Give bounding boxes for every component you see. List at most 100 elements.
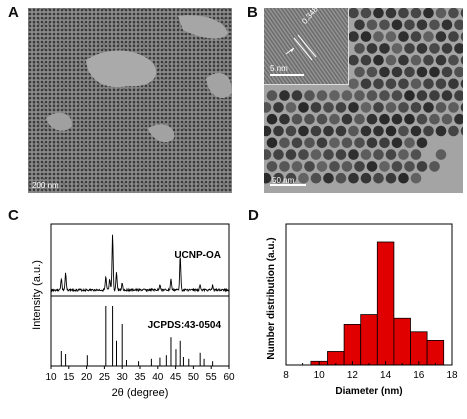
tem-image-a-texture (28, 8, 232, 193)
nanoparticle (410, 172, 422, 184)
nanoparticle (329, 161, 340, 172)
series-label-jcpds: JCPDS:43-0504 (148, 320, 222, 331)
nanoparticle (360, 54, 372, 66)
nanoparticle (435, 149, 447, 160)
nanoparticle (435, 125, 447, 137)
nanoparticle (360, 125, 372, 137)
nanoparticle (404, 161, 415, 172)
nanoparticle (391, 113, 403, 125)
nanoparticle (416, 43, 428, 54)
nanoparticle (373, 125, 384, 137)
histogram-bar (360, 314, 378, 366)
nanoparticle (348, 102, 359, 113)
nanoparticle (266, 90, 278, 101)
histogram-x-ticks: 8 10 12 14 16 18 (283, 361, 458, 381)
lattice-fringes (264, 8, 348, 84)
xrd-tick-label: 25 (99, 372, 111, 383)
xrd-tick-label: 55 (206, 372, 218, 383)
nanoparticle (460, 79, 463, 89)
xrd-tick-label: 50 (188, 372, 200, 383)
nanoparticle (435, 31, 447, 42)
nanoparticle (373, 78, 384, 90)
nanoparticle (373, 172, 384, 184)
nanoparticle (304, 113, 315, 125)
nanoparticle (373, 31, 384, 42)
nanoparticle (385, 78, 397, 90)
nanoparticle (398, 149, 409, 160)
nanoparticle (366, 90, 378, 101)
nanoparticle (291, 90, 303, 101)
nanoparticle (335, 125, 347, 137)
nanoparticle (279, 113, 290, 125)
nanoparticle (379, 43, 390, 54)
nanoparticle (348, 78, 359, 90)
nanoparticle (460, 32, 463, 41)
panel-letter-a: A (8, 4, 19, 21)
xrd-plot-frame (50, 223, 230, 367)
panel-letter-c: C (8, 207, 19, 224)
nanoparticle (379, 90, 390, 101)
nanoparticle (410, 149, 422, 160)
nanoparticle (448, 125, 459, 137)
inset-scale-bar (270, 74, 304, 76)
nanoparticle (404, 43, 415, 54)
nanoparticle (348, 54, 359, 66)
nanoparticle (360, 149, 372, 160)
histogram-bar (343, 324, 362, 366)
nanoparticle (366, 137, 378, 149)
nanoparticle (323, 102, 334, 113)
nanoparticle (298, 172, 309, 184)
nanoparticle (366, 66, 378, 78)
nanoparticle (264, 125, 272, 137)
nanoparticle (454, 90, 463, 101)
nanoparticle (454, 113, 463, 125)
nanoparticle (385, 54, 397, 66)
xrd-tick-label: 30 (117, 372, 129, 383)
nanoparticle (335, 172, 347, 184)
nanoparticle (366, 161, 378, 172)
nanoparticle (354, 113, 365, 125)
nanoparticle (335, 102, 347, 113)
xrd-y-axis-label: Intensity (a.u.) (31, 260, 43, 330)
nanoparticle (391, 137, 403, 149)
histogram-tick-label: 14 (380, 370, 392, 381)
tem-image-b: 0.348 nm 5 nm 50 nm (264, 8, 463, 193)
nanoparticle (304, 161, 315, 172)
panel-letter-d: D (248, 207, 259, 224)
nanoparticle (441, 90, 453, 101)
nanoparticle (435, 8, 447, 19)
nanoparticle (410, 125, 422, 137)
nanoparticle (373, 102, 384, 113)
nanoparticle (404, 90, 415, 101)
nanoparticle (391, 161, 403, 172)
nanoparticle (264, 149, 272, 160)
nanoparticle (379, 161, 390, 172)
nanoparticle (404, 66, 415, 78)
nanoparticle (329, 137, 340, 149)
reference-sticks (60, 306, 214, 366)
nanoparticle (416, 19, 428, 31)
nanoparticle (398, 172, 409, 184)
nanoparticle (423, 102, 434, 113)
nanoparticle (310, 149, 322, 160)
histogram-bar (393, 317, 411, 366)
nanoparticle (341, 161, 353, 172)
nanoparticle (354, 161, 365, 172)
nanoparticle (285, 102, 297, 113)
nanoparticle (441, 66, 453, 78)
panel-letter-b: B (247, 4, 258, 21)
nanoparticle (391, 43, 403, 54)
scale-label-b: 50 nm (272, 176, 295, 185)
nanoparticle (279, 161, 290, 172)
nanoparticle (448, 8, 459, 19)
nanoparticle (316, 161, 328, 172)
nanoparticle (429, 113, 440, 125)
nanoparticle (398, 102, 409, 113)
histogram-bar (327, 351, 345, 366)
nanoparticle (410, 54, 422, 66)
nanoparticle (454, 19, 463, 31)
nanoparticle (285, 149, 297, 160)
nanoparticle (298, 102, 309, 113)
nanoparticle (435, 102, 447, 113)
nanoparticle (279, 137, 290, 149)
